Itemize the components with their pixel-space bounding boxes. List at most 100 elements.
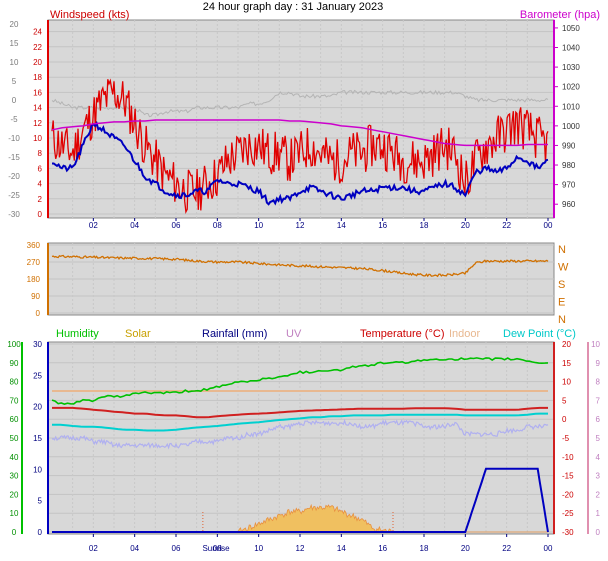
wind-tick-label: 12 [33, 119, 42, 128]
x-tick-label: 08 [213, 221, 222, 230]
wind-tick-label: 4 [38, 180, 43, 189]
compass-label: E [558, 297, 565, 309]
uv-tick-label: 7 [596, 396, 601, 405]
rainfall-tick-label: 5 [38, 497, 43, 506]
wind-tick-label: 16 [33, 88, 42, 97]
uv-tick-label: 3 [596, 472, 601, 481]
x-tick-label: 14 [337, 544, 346, 553]
uv-tick-label: 5 [596, 434, 601, 443]
rainfall-tick-label: 0 [38, 528, 43, 537]
gray-tick-label: 10 [10, 58, 19, 67]
gust-series-line [51, 78, 549, 214]
uv-tick-label: 10 [591, 340, 600, 349]
humidity-tick-label: 20 [10, 490, 19, 499]
x-tick-label: 10 [254, 221, 263, 230]
wind-tick-label: 24 [33, 28, 42, 37]
humidity-tick-label: 0 [12, 528, 17, 537]
humidity-tick-label: 70 [10, 396, 19, 405]
wind-tick-label: 14 [33, 104, 42, 113]
temperature-tick-label: 0 [562, 415, 567, 424]
page-title: 24 hour graph day : 31 January 2023 [203, 1, 383, 13]
x-tick-label: 12 [296, 544, 305, 553]
temperature-tick-label: -10 [562, 453, 574, 462]
x-tick-label: 08 [213, 544, 222, 553]
dewpoint-label: Dew Point (°C) [503, 328, 576, 340]
x-tick-label: 16 [378, 544, 387, 553]
x-tick-label: 18 [420, 221, 429, 230]
x-tick-label: 22 [502, 221, 511, 230]
indoor-label: Indoor [449, 328, 481, 340]
x-tick-label: 02 [89, 221, 98, 230]
direction-series-line [51, 254, 549, 278]
humidity-tick-label: 10 [10, 509, 19, 518]
baro-tick-label: 960 [562, 200, 576, 209]
temperature-tick-label: -5 [562, 434, 570, 443]
baro-tick-label: 1000 [562, 122, 580, 131]
gray-tick-label: 0 [12, 96, 17, 105]
gray-tick-label: -5 [10, 115, 18, 124]
direction-tick-label: 0 [36, 309, 41, 318]
baro-tick-label: 1010 [562, 102, 580, 111]
gray-tick-label: 5 [12, 77, 17, 86]
dewpoint-series-line [52, 412, 548, 432]
baro-tick-label: 1020 [562, 83, 580, 92]
compass-label: W [558, 262, 569, 274]
uv-series-line [51, 418, 549, 450]
barometer-series-line [51, 119, 548, 147]
direction-tick-label: 360 [27, 241, 41, 250]
barometer-label: Barometer (hpa) [520, 9, 600, 21]
average-series-line [52, 120, 549, 206]
uv-label: UV [286, 328, 302, 340]
wind-tick-label: 10 [33, 134, 42, 143]
windspeed-label: Windspeed (kts) [50, 9, 129, 21]
gray-tick-label: -30 [8, 210, 20, 219]
rainfall-label: Rainfall (mm) [202, 328, 267, 340]
wind-tick-label: 0 [38, 210, 43, 219]
temperature-tick-label: 20 [562, 340, 571, 349]
x-tick-label: 04 [130, 221, 139, 230]
baro-tick-label: 970 [562, 181, 576, 190]
x-tick-label: 22 [502, 544, 511, 553]
temperature-tick-label: 5 [562, 396, 567, 405]
x-tick-label: 16 [378, 221, 387, 230]
uv-tick-label: 9 [596, 359, 601, 368]
x-tick-label: 10 [254, 544, 263, 553]
rainfall-tick-label: 10 [33, 465, 42, 474]
humidity-tick-label: 50 [10, 434, 19, 443]
baro-tick-label: 1040 [562, 44, 580, 53]
x-tick-label: 00 [544, 221, 553, 230]
baro-tick-label: 990 [562, 141, 576, 150]
humidity-tick-label: 40 [10, 453, 19, 462]
compass-label: N [558, 244, 566, 256]
solar-label: Solar [125, 328, 151, 340]
humidity-tick-label: 60 [10, 415, 19, 424]
x-tick-label: 02 [89, 544, 98, 553]
x-tick-label: 06 [172, 221, 181, 230]
uv-tick-label: 8 [596, 378, 601, 387]
x-tick-label: 20 [461, 544, 470, 553]
wind-panel: Windspeed (kts) Barometer (hpa) 24222018… [8, 9, 600, 219]
sunrise-label: Sunrise [202, 544, 230, 553]
uv-tick-label: 1 [596, 509, 601, 518]
x-tick-label: 00 [544, 544, 553, 553]
rainfall-tick-label: 20 [33, 403, 42, 412]
wind-tick-label: 20 [33, 58, 42, 67]
humidity-label: Humidity [56, 328, 99, 340]
temperature-tick-label: 15 [562, 359, 571, 368]
direction-tick-label: 180 [27, 275, 41, 284]
uv-tick-label: 6 [596, 415, 601, 424]
wind-tick-label: 6 [38, 164, 43, 173]
temperature-tick-label: -30 [562, 528, 574, 537]
humidity-tick-label: 90 [10, 359, 19, 368]
uv-tick-label: 0 [596, 528, 601, 537]
gray-tick-label: -10 [8, 134, 20, 143]
direction-tick-label: 270 [27, 258, 41, 267]
rainfall-tick-label: 15 [33, 434, 42, 443]
baro-tick-label: 980 [562, 161, 576, 170]
wind-tick-label: 22 [33, 43, 42, 52]
wind-plot-area [47, 19, 555, 219]
temperature-series-line [52, 406, 548, 419]
humidity-tick-label: 80 [10, 378, 19, 387]
direction-tick-label: 90 [31, 292, 40, 301]
